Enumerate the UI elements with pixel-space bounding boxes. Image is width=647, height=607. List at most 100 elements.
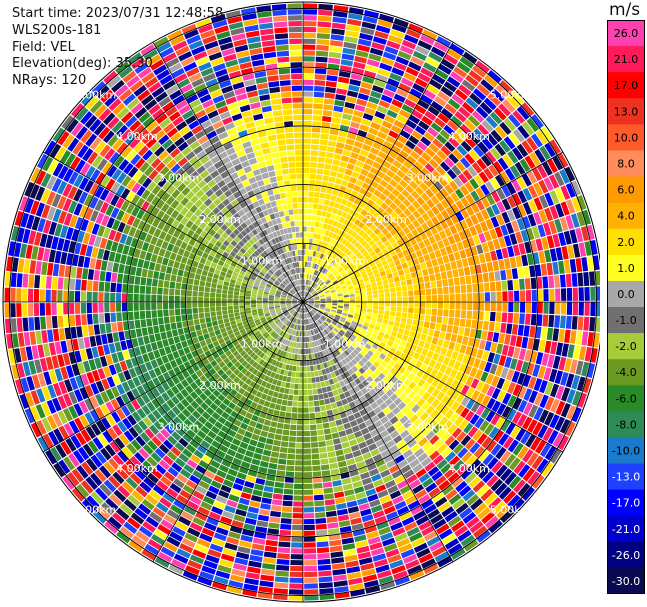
gate bbox=[424, 163, 435, 173]
gate bbox=[369, 215, 377, 224]
gate bbox=[386, 380, 395, 389]
gate bbox=[306, 232, 310, 238]
gate bbox=[285, 352, 290, 358]
gate bbox=[237, 427, 246, 436]
gate bbox=[357, 343, 365, 350]
gate bbox=[414, 447, 425, 458]
gate bbox=[355, 261, 362, 267]
gate bbox=[315, 313, 320, 318]
gate bbox=[359, 557, 373, 566]
gate bbox=[385, 83, 398, 93]
gate bbox=[329, 275, 335, 280]
gate bbox=[379, 495, 392, 504]
gate bbox=[173, 478, 185, 489]
gate bbox=[222, 289, 228, 295]
gate bbox=[305, 319, 308, 325]
gate bbox=[345, 280, 352, 285]
gate bbox=[378, 331, 385, 338]
gate bbox=[337, 309, 343, 313]
gate bbox=[403, 386, 412, 396]
gate bbox=[75, 279, 82, 291]
gate bbox=[429, 450, 440, 461]
gate bbox=[512, 384, 522, 397]
gate bbox=[549, 414, 560, 429]
gate bbox=[343, 275, 350, 281]
gate bbox=[366, 247, 374, 254]
gate bbox=[397, 459, 409, 469]
gate bbox=[310, 310, 315, 315]
gate bbox=[499, 450, 512, 464]
gate bbox=[491, 88, 505, 102]
gate bbox=[417, 206, 426, 216]
gate bbox=[305, 279, 308, 285]
gate bbox=[396, 264, 403, 271]
gate bbox=[179, 468, 192, 479]
gate bbox=[344, 36, 358, 44]
gate bbox=[262, 424, 270, 432]
gate bbox=[531, 226, 541, 239]
gate bbox=[254, 447, 264, 455]
gate bbox=[168, 564, 184, 575]
gate bbox=[201, 475, 213, 485]
gate bbox=[437, 309, 443, 317]
gate bbox=[308, 299, 314, 302]
gate bbox=[448, 493, 462, 505]
gate bbox=[404, 254, 412, 262]
gate bbox=[487, 240, 495, 252]
gate bbox=[290, 377, 296, 383]
gate bbox=[379, 429, 389, 439]
gate bbox=[345, 96, 357, 104]
gate bbox=[210, 359, 218, 368]
gate bbox=[320, 458, 329, 465]
gate bbox=[339, 329, 346, 335]
gate bbox=[324, 342, 330, 349]
gate bbox=[370, 90, 382, 99]
gate bbox=[437, 287, 443, 295]
gate bbox=[373, 368, 381, 376]
gate bbox=[260, 503, 271, 510]
gate bbox=[326, 146, 336, 153]
gate bbox=[357, 551, 372, 560]
gate bbox=[303, 442, 311, 448]
gate bbox=[418, 241, 426, 249]
gate bbox=[256, 378, 264, 385]
gate bbox=[262, 361, 268, 368]
gate bbox=[276, 422, 284, 429]
gate bbox=[306, 293, 310, 298]
gate bbox=[538, 194, 549, 209]
gate bbox=[371, 286, 378, 291]
gate bbox=[554, 171, 565, 187]
gate bbox=[316, 287, 322, 292]
gate bbox=[330, 551, 344, 558]
gate bbox=[313, 103, 323, 110]
gate bbox=[327, 140, 337, 147]
gate bbox=[151, 398, 161, 409]
gate bbox=[387, 78, 400, 88]
gate bbox=[373, 478, 384, 488]
gate bbox=[393, 197, 402, 207]
gate bbox=[476, 273, 484, 283]
gate bbox=[389, 416, 399, 425]
gate bbox=[289, 383, 295, 389]
gate bbox=[487, 69, 502, 84]
gate bbox=[222, 479, 234, 488]
gate bbox=[352, 267, 359, 273]
gate bbox=[369, 261, 376, 268]
gate bbox=[248, 373, 256, 381]
gate bbox=[190, 454, 201, 464]
gate bbox=[476, 349, 484, 360]
gate bbox=[268, 329, 274, 335]
gate bbox=[569, 258, 577, 273]
gate bbox=[338, 204, 346, 211]
gate bbox=[339, 466, 349, 474]
gate bbox=[461, 336, 469, 346]
gate bbox=[47, 329, 54, 343]
gate bbox=[492, 332, 500, 343]
gate bbox=[316, 39, 330, 46]
gate bbox=[334, 491, 345, 499]
gate bbox=[516, 176, 527, 190]
gate bbox=[307, 305, 312, 310]
gate bbox=[525, 434, 537, 448]
gate bbox=[399, 352, 407, 360]
gate bbox=[322, 268, 327, 274]
